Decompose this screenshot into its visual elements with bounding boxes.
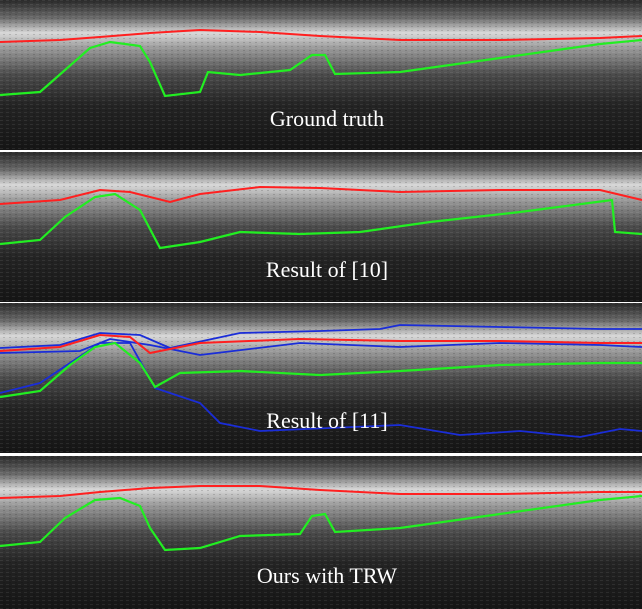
panel: Result of [11] <box>0 303 642 453</box>
panel: Ground truth <box>0 0 642 150</box>
caption: Ground truth <box>270 106 384 131</box>
panel: Ours with TRW <box>0 456 642 609</box>
caption: Ours with TRW <box>257 563 397 588</box>
panel: Result of [10] <box>0 152 642 302</box>
figure: Ground truth Result of [10] Result of [1… <box>0 0 642 609</box>
caption: Result of [11] <box>266 408 387 433</box>
caption: Result of [10] <box>266 257 388 282</box>
